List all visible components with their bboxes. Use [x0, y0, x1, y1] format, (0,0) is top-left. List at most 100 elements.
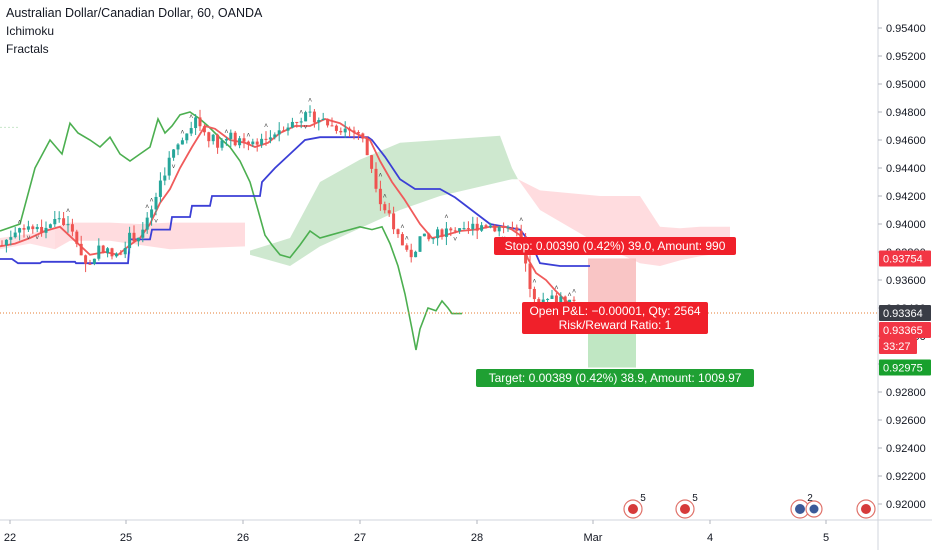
candle-body: [119, 253, 123, 255]
candle-body: [79, 243, 83, 256]
candle-body: [145, 217, 149, 230]
candle-body: [251, 141, 255, 145]
candle-body: [440, 229, 444, 237]
candle-body: [387, 210, 391, 214]
y-tick-label: 0.94400: [886, 163, 926, 175]
candle-body: [268, 137, 272, 140]
fractal-down-marker: ˅: [26, 235, 30, 242]
candle-body: [53, 218, 57, 225]
fractal-up-marker: ˄: [189, 114, 193, 121]
candle-body: [330, 125, 334, 127]
candle-body: [383, 204, 387, 211]
fractal-down-marker: ˅: [304, 124, 308, 131]
fractal-up-marker: ˄: [308, 97, 312, 104]
candle-body: [246, 141, 250, 145]
candle-body: [475, 223, 479, 231]
candle-body: [176, 144, 180, 150]
candle-body: [559, 296, 563, 303]
candle-body: [378, 188, 382, 205]
event-flag-icon: [809, 504, 819, 514]
candle-body: [290, 121, 294, 128]
candle-body: [414, 251, 418, 258]
stop-label-box[interactable]: [494, 237, 736, 255]
price-tag-current: [879, 305, 931, 322]
pnl-label-box[interactable]: [522, 302, 708, 334]
candle-body: [405, 245, 409, 250]
candle-body: [409, 249, 413, 258]
candle-body: [449, 228, 453, 231]
price-tag-label-bid: 0.93365: [883, 325, 923, 337]
candle-body: [75, 231, 79, 244]
event-flag-icon: [680, 504, 690, 514]
candle-body: [211, 134, 215, 142]
candle-body: [260, 138, 264, 145]
candle-body: [264, 138, 268, 140]
pnl-label-text-1: Risk/Reward Ratio: 1: [559, 318, 672, 332]
candle-body: [233, 132, 237, 146]
fractal-down-marker: ˅: [172, 164, 176, 171]
base-line: [0, 136, 590, 267]
candle-body: [273, 134, 277, 138]
x-tick-label: 25: [120, 532, 132, 544]
fractal-up-marker: ˄: [180, 130, 184, 137]
target-label-box[interactable]: [476, 369, 754, 387]
candle-body: [502, 226, 506, 228]
candle-body: [216, 134, 220, 148]
x-tick-label: 22: [4, 532, 16, 544]
candle-body: [396, 229, 400, 235]
candle-body: [312, 111, 316, 123]
y-tick-label: 0.92000: [886, 499, 926, 511]
candle-body: [70, 224, 74, 232]
event-flag-icon: [628, 504, 638, 514]
stop-label-text-0: Stop: 0.00390 (0.42%) 39.0, Amount: 990: [505, 239, 726, 253]
price-tag-stop: [879, 250, 931, 267]
lagging-span-line: [0, 111, 462, 351]
candle-body: [471, 223, 475, 230]
fractal-up-marker: ˄: [224, 129, 228, 136]
fractal-up-marker: ˄: [383, 194, 387, 201]
candle-body: [48, 224, 52, 228]
candle-body: [374, 168, 378, 189]
fractal-up-marker: ˄: [264, 123, 268, 130]
candle-body: [198, 117, 202, 127]
candle-body: [515, 227, 519, 231]
candle-body: [35, 226, 39, 230]
candle-body: [277, 130, 281, 135]
y-tick-label: 0.94600: [886, 135, 926, 147]
candle-body: [13, 232, 17, 238]
candle-body: [97, 245, 101, 259]
fractal-down-marker: ˅: [453, 236, 457, 243]
y-tick-label: 0.92800: [886, 387, 926, 399]
candle-body: [356, 132, 360, 134]
symbol-title[interactable]: Australian Dollar/Canadian Dollar, 60, O…: [6, 6, 263, 20]
candle-body: [532, 288, 536, 300]
candle-body: [92, 258, 96, 264]
pnl-label-text-0: Open P&L: −0.00001, Qty: 2564: [529, 304, 700, 318]
y-tick-label: 0.94200: [886, 191, 926, 203]
candle-body: [352, 130, 356, 133]
candle-body: [317, 120, 321, 123]
candle-body: [110, 248, 114, 257]
x-tick-label: Mar: [584, 532, 603, 544]
y-tick-label: 0.92400: [886, 443, 926, 455]
candle-body: [158, 180, 162, 197]
candle-body: [136, 237, 140, 242]
fractals-indicator-label[interactable]: Fractals: [6, 42, 49, 56]
candle-body: [220, 140, 224, 148]
ichimoku-indicator-label[interactable]: Ichimoku: [6, 24, 55, 38]
candle-body: [202, 126, 206, 133]
candle-body: [361, 133, 365, 139]
candle-body: [400, 234, 404, 246]
y-tick-label: 0.95200: [886, 51, 926, 63]
candle-body: [444, 228, 448, 237]
x-tick-label: 4: [707, 532, 713, 544]
fractal-up-marker: ˄: [444, 214, 448, 221]
fractal-up-marker: ˄: [145, 204, 149, 211]
candle-body: [114, 253, 118, 257]
x-tick-label: 5: [823, 532, 829, 544]
candle-body: [348, 128, 352, 131]
candle-body: [132, 232, 136, 242]
candle-body: [308, 111, 312, 113]
